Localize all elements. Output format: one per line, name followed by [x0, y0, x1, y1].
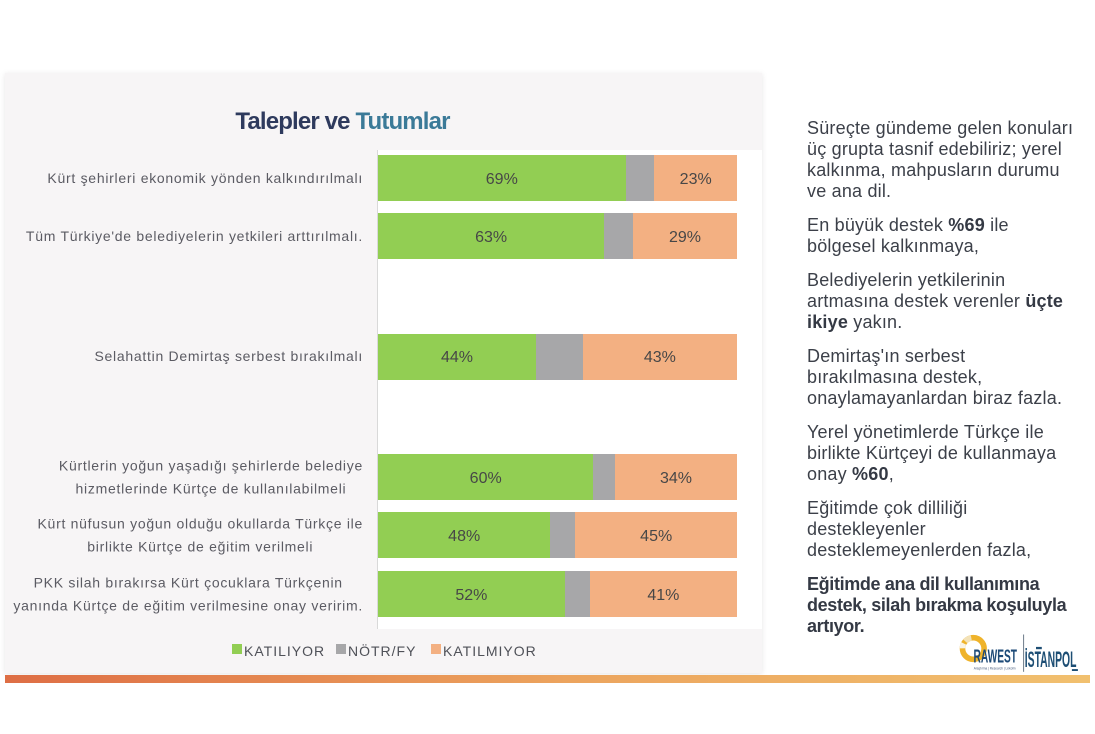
svg-text:Araştırma | Research | Lêkolîn: Araştırma | Research | Lêkolîn — [974, 666, 1016, 670]
svg-text:RAWEST: RAWEST — [974, 648, 1017, 668]
svg-text:İSTANPOL: İSTANPOL — [1025, 648, 1077, 672]
